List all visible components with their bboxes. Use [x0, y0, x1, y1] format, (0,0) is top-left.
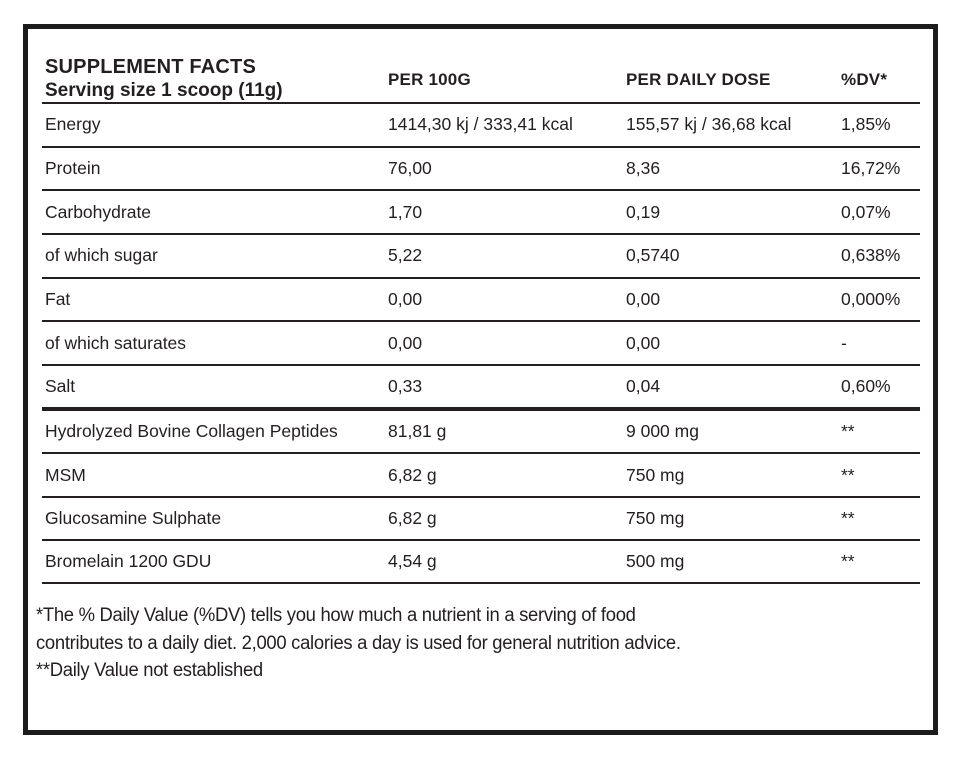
value-dv: ** [841, 551, 855, 572]
nutrient-row-protein: Protein 76,00 8,36 16,72% [42, 148, 920, 192]
nutrient-row-fat: Fat 0,00 0,00 0,000% [42, 279, 920, 323]
value-per-daily-dose: 0,00 [626, 332, 661, 353]
value-per-100g: 1,70 [388, 201, 423, 222]
value-per-100g: 76,00 [388, 158, 432, 179]
ingredient-name: Hydrolyzed Bovine Collagen Peptides [45, 421, 338, 442]
value-per-100g: 81,81 g [388, 421, 447, 442]
nutrient-name: Protein [45, 158, 101, 179]
value-per-daily-dose: 0,19 [626, 201, 661, 222]
ingredient-row-msm: MSM 6,82 g 750 mg ** [42, 454, 920, 498]
footnote-dv-explanation-line1: *The % Daily Value (%DV) tells you how m… [36, 605, 636, 627]
nutrient-name: of which saturates [45, 332, 187, 353]
value-per-daily-dose: 500 mg [626, 551, 685, 572]
value-dv: ** [841, 464, 855, 485]
ingredient-row-glucosamine: Glucosamine Sulphate 6,82 g 750 mg ** [42, 498, 920, 542]
ingredient-name: Bromelain 1200 GDU [45, 551, 212, 572]
value-per-100g: 6,82 g [388, 464, 437, 485]
supplement-facts-panel: SUPPLEMENT FACTS Serving size 1 scoop (1… [23, 24, 938, 735]
value-per-daily-dose: 155,57 kj / 36,68 kcal [626, 114, 792, 135]
footnotes: *The % Daily Value (%DV) tells you how m… [36, 602, 906, 685]
value-per-100g: 5,22 [388, 245, 423, 266]
value-per-daily-dose: 8,36 [626, 158, 661, 179]
serving-size: Serving size 1 scoop (11g) [45, 80, 283, 101]
value-per-daily-dose: 0,04 [626, 376, 661, 397]
nutrient-name: Carbohydrate [45, 201, 152, 222]
column-header-dv: %DV* [841, 70, 888, 89]
ingredient-row-bromelain: Bromelain 1200 GDU 4,54 g 500 mg ** [42, 541, 920, 585]
nutrient-row-energy: Energy 1414,30 kj / 333,41 kcal 155,57 k… [42, 104, 920, 148]
value-per-daily-dose: 750 mg [626, 464, 685, 485]
value-dv: - [841, 332, 847, 353]
nutrient-row-sugar: of which sugar 5,22 0,5740 0,638% [42, 235, 920, 279]
column-header-per-daily-dose: PER DAILY DOSE [626, 70, 771, 89]
nutrient-row-saturates: of which saturates 0,00 0,00 - [42, 322, 920, 367]
nutrient-name: Salt [45, 376, 76, 397]
footnote-dv-explanation-line2: contributes to a daily diet. 2,000 calor… [36, 632, 681, 654]
value-per-daily-dose: 0,00 [626, 289, 661, 310]
footnote-dv-not-established: **Daily Value not established [36, 660, 263, 682]
value-per-daily-dose: 0,5740 [626, 245, 680, 266]
value-per-100g: 4,54 g [388, 551, 437, 572]
value-per-100g: 1414,30 kj / 333,41 kcal [388, 114, 573, 135]
value-per-daily-dose: 9 000 mg [626, 421, 699, 442]
nutrient-name: of which sugar [45, 245, 158, 266]
value-dv: 1,85% [841, 114, 891, 135]
nutrient-row-carbohydrate: Carbohydrate 1,70 0,19 0,07% [42, 191, 920, 236]
column-header-per-100g: PER 100G [388, 70, 471, 89]
ingredient-name: Glucosamine Sulphate [45, 507, 222, 528]
supplement-facts-table: SUPPLEMENT FACTS Serving size 1 scoop (1… [42, 29, 920, 585]
value-per-100g: 6,82 g [388, 507, 437, 528]
value-per-100g: 0,00 [388, 289, 423, 310]
value-dv: 16,72% [841, 158, 901, 179]
ingredient-row-collagen: Hydrolyzed Bovine Collagen Peptides 81,8… [42, 411, 920, 455]
value-per-100g: 0,33 [388, 376, 423, 397]
value-dv: ** [841, 507, 855, 528]
supplement-facts-title: SUPPLEMENT FACTS [45, 56, 256, 78]
nutrient-name: Fat [45, 289, 71, 310]
value-dv: 0,07% [841, 201, 891, 222]
nutrient-name: Energy [45, 114, 101, 135]
table-header: SUPPLEMENT FACTS Serving size 1 scoop (1… [42, 29, 920, 104]
value-dv: ** [841, 421, 855, 442]
value-per-100g: 0,00 [388, 332, 423, 353]
value-dv: 0,60% [841, 376, 891, 397]
value-dv: 0,000% [841, 289, 901, 310]
ingredient-name: MSM [45, 464, 86, 485]
title-block: SUPPLEMENT FACTS Serving size 1 scoop (1… [42, 55, 388, 102]
value-dv: 0,638% [841, 245, 901, 266]
value-per-daily-dose: 750 mg [626, 507, 685, 528]
nutrient-row-salt: Salt 0,33 0,04 0,60% [42, 366, 920, 412]
